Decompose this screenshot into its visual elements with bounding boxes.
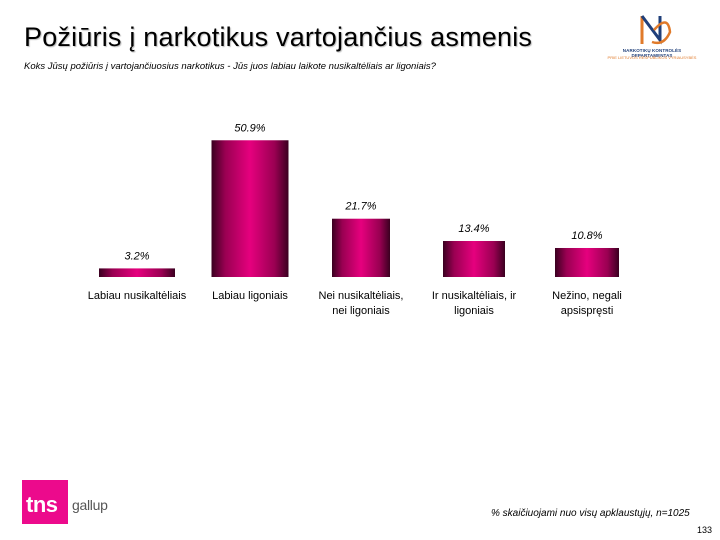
value-label-2: 21.7% — [344, 201, 376, 213]
ndk-logo-line1: NARKOTIKŲ KONTROLĖS DEPARTAMENTAS — [622, 48, 682, 58]
category-label-0-0: Labiau nusikaltėliais — [88, 290, 187, 302]
page-number: 133 — [697, 525, 713, 535]
tns-logo-box: tns — [22, 480, 68, 524]
value-label-0: 3.2% — [124, 250, 149, 262]
category-label-4-0: Nežino, negali — [552, 290, 622, 302]
tns-logo-text: tns — [26, 492, 58, 517]
tns-gallup-logo: tns gallup — [22, 480, 108, 526]
category-label-4-1: apsispręsti — [561, 305, 614, 317]
ndk-logo-line2: PRIE LIETUVOS RESPUBLIKOS VYRIAUSYBĖS — [607, 55, 697, 60]
category-label-3-1: ligoniais — [454, 305, 494, 317]
category-label-3-0: Ir nusikaltėliais, ir — [432, 290, 517, 302]
ndk-logo: NARKOTIKŲ KONTROLĖS DEPARTAMENTAS PRIE L… — [604, 10, 700, 70]
bar-3 — [443, 241, 505, 277]
category-label-1-0: Labiau ligoniais — [212, 290, 288, 302]
bar-4 — [555, 247, 619, 277]
bar-2 — [332, 218, 390, 277]
value-label-3: 13.4% — [458, 223, 489, 235]
page-title: Požiūris į narkotikus vartojančius asmen… — [24, 22, 533, 52]
page-subtitle: Koks Jūsų požiūris į vartojančiuosius na… — [24, 61, 436, 72]
bar-1 — [211, 140, 289, 277]
category-label-2-1: nei ligoniais — [332, 305, 390, 317]
category-label-2-0: Nei nusikaltėliais, — [319, 290, 404, 302]
sample-note: % skaičiuojami nuo visų apklaustųjų, n=1… — [491, 508, 690, 519]
bar-0 — [99, 268, 175, 277]
value-label-4: 10.8% — [571, 230, 602, 242]
ndk-emblem-icon — [640, 15, 672, 45]
value-label-1: 50.9% — [234, 122, 265, 134]
gallup-logo-text: gallup — [72, 497, 108, 513]
